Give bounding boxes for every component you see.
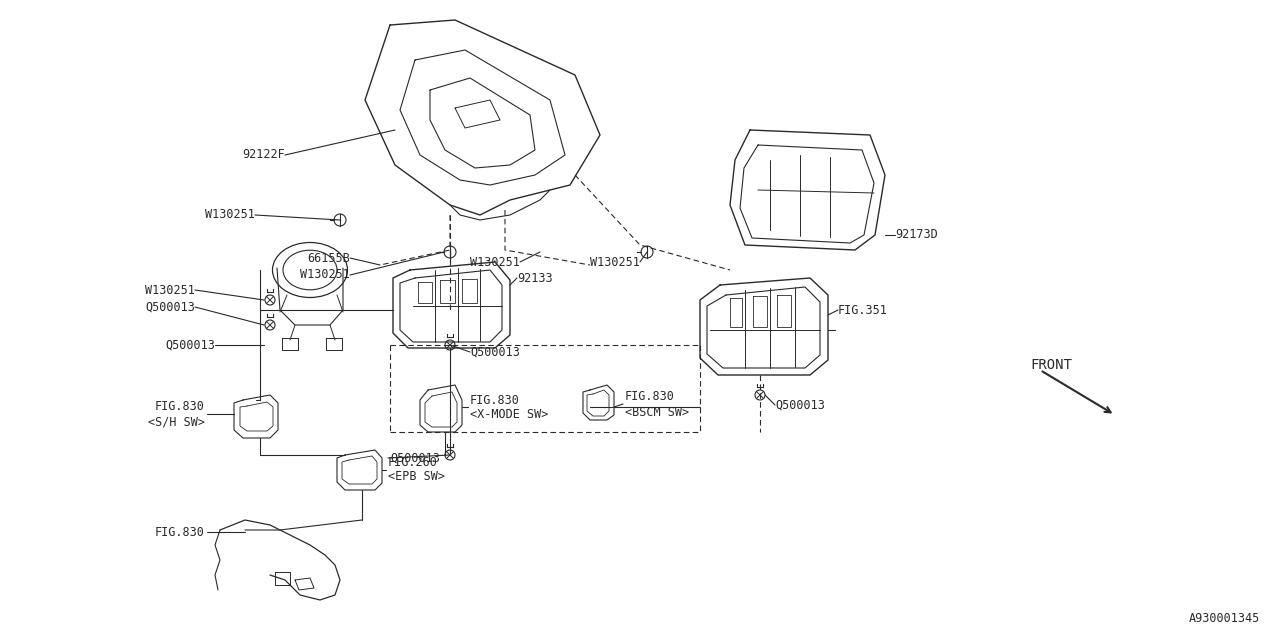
- Text: FIG.830: FIG.830: [470, 394, 520, 406]
- Text: 92133: 92133: [517, 271, 553, 285]
- Text: W130251: W130251: [145, 284, 195, 296]
- Ellipse shape: [273, 243, 347, 298]
- Text: 66155B: 66155B: [307, 252, 349, 264]
- Text: Q500013: Q500013: [774, 399, 824, 412]
- Text: FIG.351: FIG.351: [838, 303, 888, 317]
- Text: <X-MODE SW>: <X-MODE SW>: [470, 408, 548, 422]
- Text: FIG.830: FIG.830: [625, 390, 675, 403]
- Text: W130251: W130251: [590, 255, 640, 269]
- Text: FIG.830: FIG.830: [155, 525, 205, 538]
- Text: <EPB SW>: <EPB SW>: [388, 470, 445, 483]
- Text: W130251: W130251: [300, 269, 349, 282]
- Text: 92122F: 92122F: [242, 148, 285, 161]
- Text: Q500013: Q500013: [165, 339, 215, 351]
- Text: <S/H SW>: <S/H SW>: [148, 415, 205, 429]
- Text: A930001345: A930001345: [1189, 611, 1260, 625]
- Text: FRONT: FRONT: [1030, 358, 1071, 372]
- Text: Q500013: Q500013: [470, 346, 520, 358]
- Text: FIG.830: FIG.830: [155, 401, 205, 413]
- Text: Q500013: Q500013: [145, 301, 195, 314]
- Text: Q500013: Q500013: [390, 451, 440, 465]
- Ellipse shape: [283, 250, 337, 290]
- Text: W130251: W130251: [470, 255, 520, 269]
- Text: FIG.260: FIG.260: [388, 456, 438, 468]
- Text: <BSCM SW>: <BSCM SW>: [625, 406, 689, 419]
- Text: W130251: W130251: [205, 209, 255, 221]
- Text: 92173D: 92173D: [895, 228, 938, 241]
